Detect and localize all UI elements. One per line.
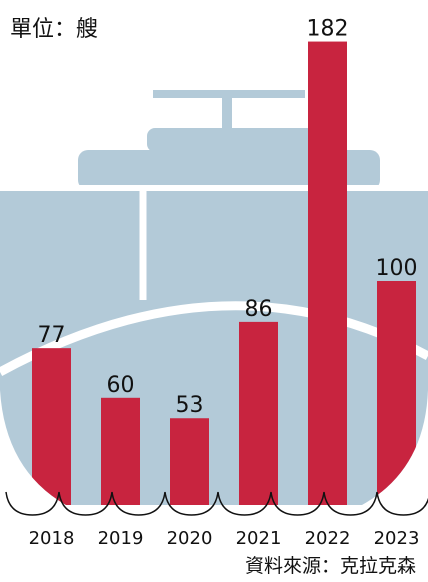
- value-label: 60: [107, 373, 135, 398]
- bar: [308, 41, 347, 505]
- value-label: 77: [38, 323, 66, 348]
- unit-label: 單位：艘: [10, 17, 98, 42]
- source: 資料來源：克拉克森: [245, 555, 416, 577]
- value-label: 182: [307, 17, 349, 42]
- value-label: 53: [176, 393, 204, 418]
- bar: [32, 348, 71, 505]
- x-tick-label: 2018: [29, 528, 75, 549]
- bars: [32, 41, 416, 505]
- x-tick-label: 2022: [305, 528, 351, 549]
- x-tick-label: 2023: [374, 528, 420, 549]
- x-tick-label: 2021: [236, 528, 282, 549]
- x-tick-label: 2019: [98, 528, 144, 549]
- bar: [170, 418, 209, 505]
- bar: [239, 321, 278, 505]
- bar: [101, 397, 140, 505]
- value-label: 86: [245, 297, 273, 322]
- waves: [5, 491, 428, 516]
- x-tick-label: 2020: [167, 528, 213, 549]
- value-label: 100: [376, 256, 418, 281]
